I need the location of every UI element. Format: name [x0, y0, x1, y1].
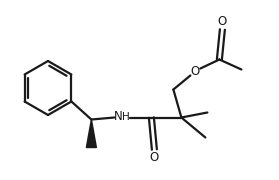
- Text: O: O: [150, 151, 159, 164]
- Text: O: O: [218, 15, 227, 28]
- Polygon shape: [86, 120, 96, 147]
- Text: O: O: [191, 65, 200, 78]
- Text: N: N: [114, 110, 123, 123]
- Text: H: H: [122, 111, 129, 122]
